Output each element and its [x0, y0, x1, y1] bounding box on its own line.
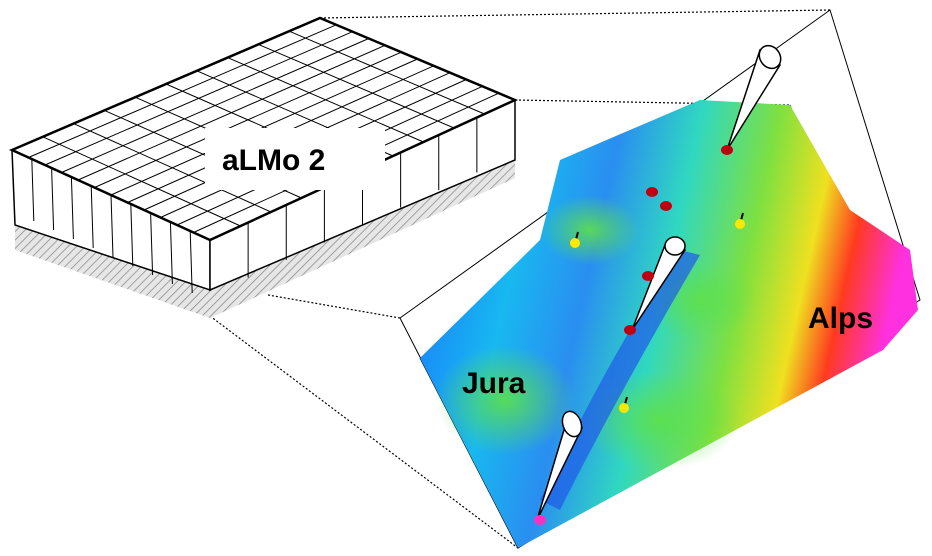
diagram: aLMo 2 — [0, 0, 932, 556]
alps-label: Alps — [808, 302, 873, 335]
model-label: aLMo 2 — [222, 144, 325, 177]
page: aLMo 2 — [0, 0, 932, 556]
jura-label: Jura — [462, 367, 526, 400]
